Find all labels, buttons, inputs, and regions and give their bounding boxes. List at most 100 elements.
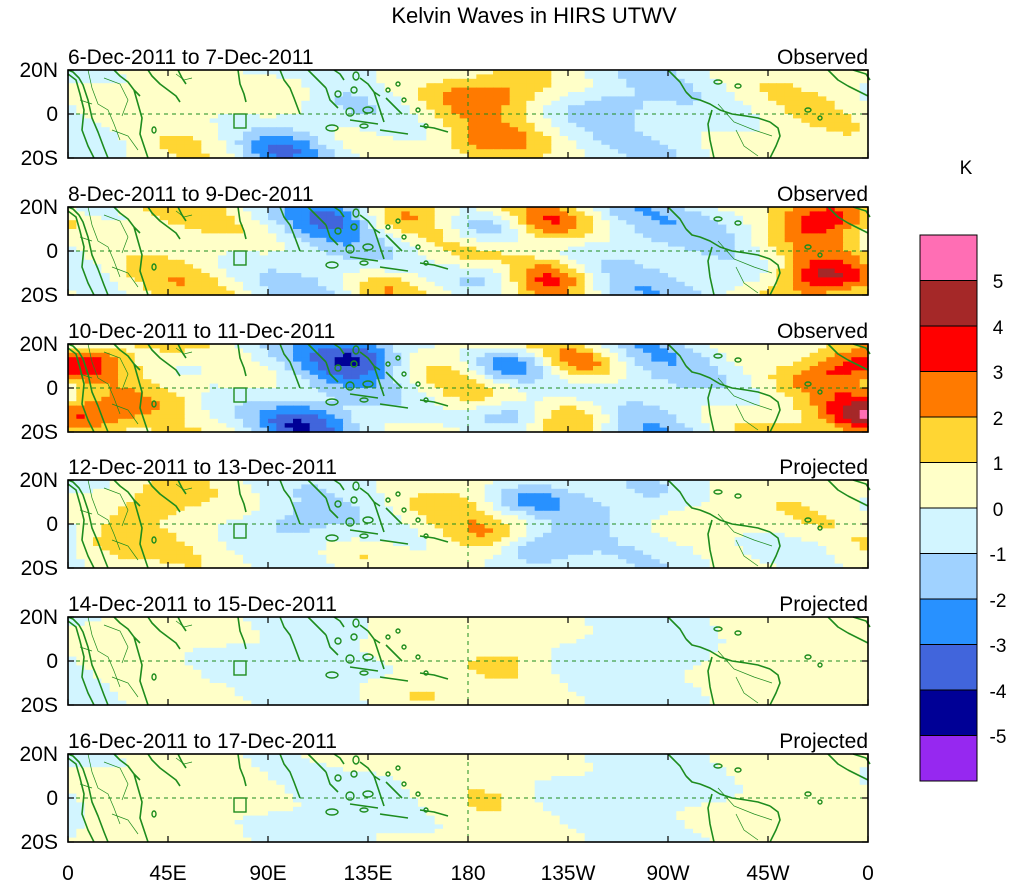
anomaly-cell	[251, 149, 261, 155]
anomaly-cell	[409, 388, 419, 393]
anomaly-cell	[593, 153, 602, 159]
anomaly-cell	[384, 70, 394, 75]
anomaly-cell	[859, 122, 869, 128]
anomaly-cell	[226, 153, 236, 159]
anomaly-cell	[601, 264, 611, 270]
anomaly-cell	[359, 74, 369, 80]
anomaly-cell	[276, 105, 286, 111]
anomaly-cell	[234, 149, 244, 155]
anomaly-cell	[401, 255, 411, 261]
anomaly-cell	[276, 268, 286, 274]
anomaly-cell	[293, 153, 302, 159]
anomaly-cell	[101, 344, 111, 349]
anomaly-cell	[376, 357, 386, 363]
anomaly-cell	[643, 131, 652, 137]
anomaly-cell	[651, 131, 661, 137]
anomaly-cell	[609, 207, 619, 212]
anomaly-cell	[676, 220, 686, 226]
anomaly-cell	[818, 281, 827, 287]
anomaly-cell	[493, 246, 502, 252]
anomaly-cell	[809, 131, 819, 137]
anomaly-cell	[709, 370, 719, 376]
anomaly-cell	[276, 118, 286, 124]
anomaly-cell	[134, 78, 144, 84]
anomaly-cell	[434, 149, 444, 155]
anomaly-cell	[659, 233, 669, 239]
anomaly-cell	[234, 144, 244, 150]
anomaly-cell	[234, 233, 244, 239]
anomaly-cell	[659, 149, 669, 155]
anomaly-cell	[693, 379, 702, 385]
anomaly-cell	[668, 224, 677, 230]
anomaly-cell	[409, 114, 419, 119]
anomaly-cell	[743, 255, 752, 261]
anomaly-cell	[126, 207, 136, 212]
anomaly-cell	[701, 105, 711, 111]
anomaly-cell	[509, 290, 519, 296]
anomaly-cell	[334, 281, 344, 287]
anomaly-cell	[501, 109, 511, 115]
anomaly-cell	[68, 370, 77, 376]
anomaly-cell	[426, 83, 436, 89]
anomaly-cell	[301, 78, 311, 84]
anomaly-cell	[734, 229, 744, 234]
anomaly-cell	[584, 211, 594, 217]
anomaly-cell	[551, 74, 561, 80]
anomaly-cell	[468, 136, 477, 141]
anomaly-cell	[243, 87, 252, 93]
anomaly-cell	[668, 273, 677, 278]
anomaly-cell	[601, 255, 611, 261]
anomaly-cell	[543, 361, 552, 367]
anomaly-cell	[118, 352, 127, 358]
anomaly-cell	[693, 348, 702, 354]
anomaly-cell	[268, 273, 277, 278]
anomaly-cell	[543, 215, 552, 221]
anomaly-cell	[101, 366, 111, 371]
anomaly-cell	[351, 233, 361, 239]
anomaly-cell	[518, 237, 527, 243]
anomaly-cell	[626, 370, 636, 376]
anomaly-cell	[484, 215, 494, 221]
anomaly-cell	[226, 144, 236, 150]
anomaly-cell	[468, 224, 477, 230]
anomaly-cell	[859, 374, 869, 380]
anomaly-cell	[584, 78, 594, 84]
anomaly-cell	[143, 374, 152, 380]
anomaly-cell	[476, 361, 486, 367]
anomaly-cell	[76, 153, 86, 159]
anomaly-cell	[151, 366, 161, 371]
anomaly-cell	[609, 96, 619, 102]
anomaly-cell	[526, 388, 536, 393]
anomaly-cell	[784, 281, 794, 287]
anomaly-cell	[318, 78, 327, 84]
anomaly-cell	[576, 144, 586, 150]
anomaly-cell	[151, 352, 161, 358]
anomaly-cell	[276, 273, 286, 278]
anomaly-cell	[618, 237, 627, 243]
anomaly-cell	[651, 224, 661, 230]
anomaly-cell	[559, 290, 569, 296]
anomaly-cell	[784, 78, 794, 84]
anomaly-cell	[384, 264, 394, 270]
anomaly-cell	[584, 114, 594, 119]
anomaly-cell	[593, 361, 602, 367]
anomaly-cell	[634, 255, 644, 261]
anomaly-cell	[618, 388, 627, 393]
anomaly-cell	[209, 255, 219, 261]
anomaly-cell	[676, 153, 686, 159]
anomaly-cell	[301, 277, 311, 283]
anomaly-cell	[226, 344, 236, 349]
anomaly-cell	[118, 118, 127, 124]
anomaly-cell	[309, 131, 319, 137]
anomaly-cell	[259, 348, 269, 354]
anomaly-cell	[568, 211, 577, 217]
anomaly-cell	[593, 109, 602, 115]
anomaly-cell	[626, 136, 636, 141]
anomaly-cell	[826, 357, 836, 363]
anomaly-cell	[851, 92, 861, 97]
anomaly-cell	[476, 264, 486, 270]
anomaly-cell	[701, 370, 711, 376]
anomaly-cell	[701, 264, 711, 270]
anomaly-cell	[418, 264, 427, 270]
anomaly-cell	[426, 255, 436, 261]
